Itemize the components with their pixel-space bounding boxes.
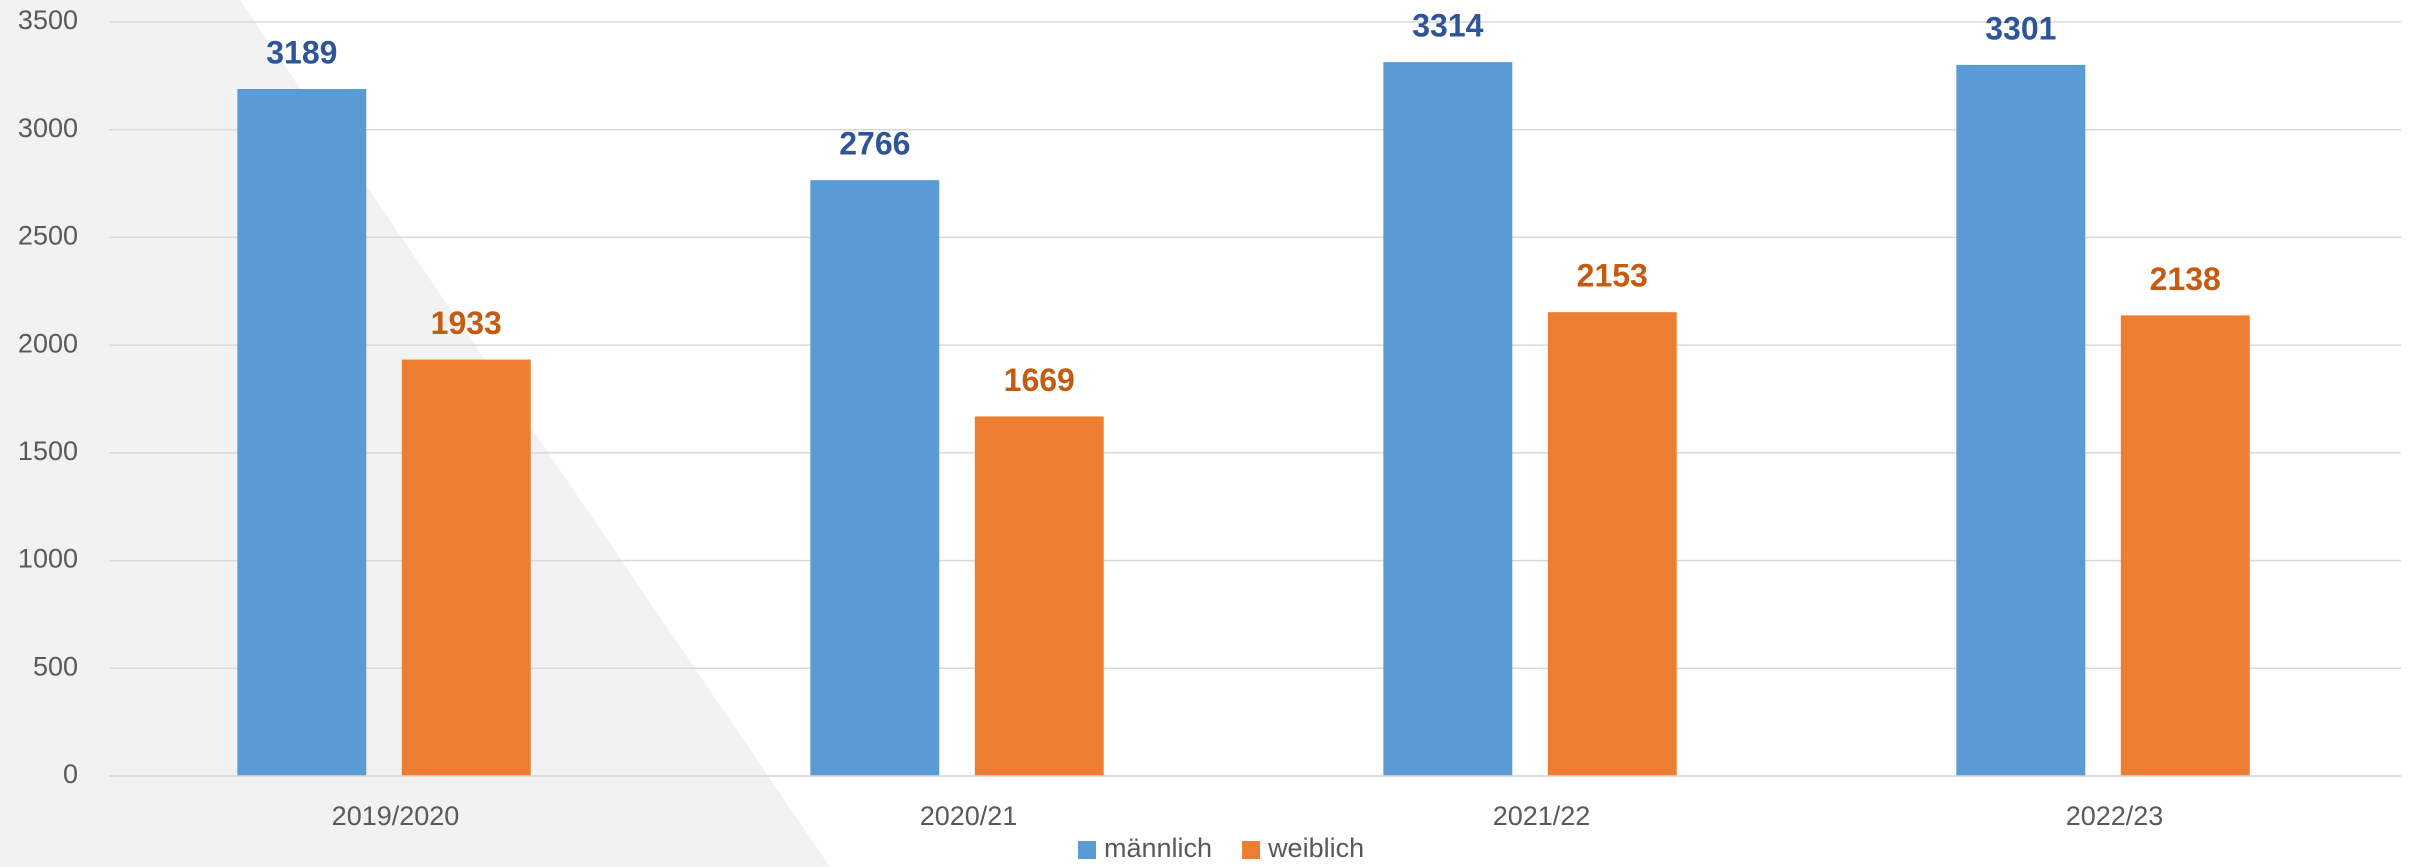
- bar: [1956, 64, 2086, 776]
- y-tick-label: 1000: [18, 544, 78, 574]
- value-label: 2766: [839, 126, 910, 162]
- bar: [1383, 62, 1513, 777]
- y-tick-label: 1500: [18, 436, 78, 466]
- y-tick-label: 500: [33, 651, 78, 681]
- value-label: 3301: [1985, 10, 2056, 46]
- y-tick-label: 3500: [18, 5, 78, 35]
- bar: [810, 180, 940, 776]
- value-label: 2153: [1577, 258, 1648, 294]
- y-tick-label: 2500: [18, 221, 78, 251]
- legend-label: männlich: [1104, 833, 1212, 863]
- y-tick-label: 2000: [18, 328, 78, 358]
- value-label: 3314: [1412, 8, 1483, 44]
- x-tick-label: 2020/21: [920, 801, 1018, 831]
- y-tick-label: 0: [63, 759, 78, 789]
- bar: [237, 88, 367, 776]
- bar: [1547, 312, 1677, 776]
- legend-label: weiblich: [1267, 833, 1364, 863]
- bar: [974, 416, 1104, 776]
- value-label: 2138: [2150, 261, 2221, 297]
- bar: [401, 359, 531, 776]
- value-label: 1933: [431, 305, 502, 341]
- bar: [2120, 315, 2250, 776]
- x-tick-label: 2019/2020: [332, 801, 460, 831]
- legend-swatch: [1078, 841, 1096, 859]
- x-tick-label: 2022/23: [2066, 801, 2164, 831]
- legend-swatch: [1242, 841, 1261, 859]
- value-label: 1669: [1004, 362, 1075, 398]
- x-tick-label: 2021/22: [1493, 801, 1591, 831]
- y-tick-label: 3000: [18, 113, 78, 143]
- value-label: 3189: [266, 34, 337, 70]
